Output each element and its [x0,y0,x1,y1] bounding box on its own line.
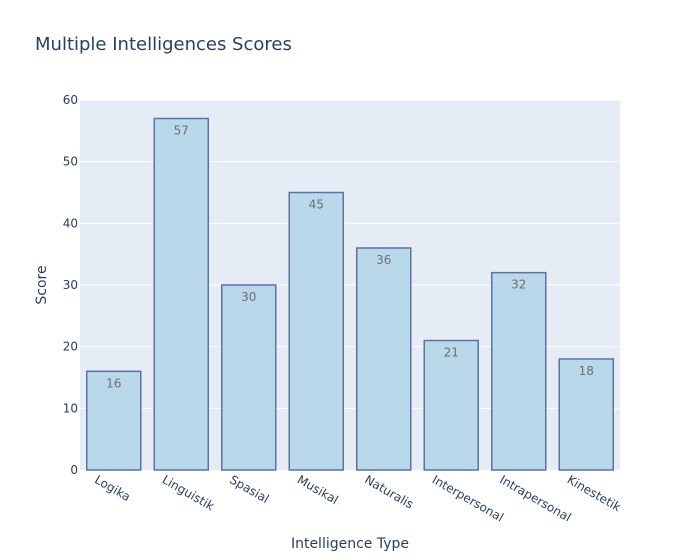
x-tick-label: Spasial [227,472,271,506]
x-tick-label: Musikal [295,472,341,507]
x-tick-label: Kinestetik [565,472,624,514]
y-tick-label: 20 [63,340,78,354]
y-tick-label: 30 [63,278,78,292]
bar-linguistik [153,117,209,471]
bar-musikal [288,191,344,471]
y-tick-label: 40 [63,216,78,230]
bar-value-label: 57 [174,124,189,138]
bar-value-label: 36 [376,253,391,267]
bar-value-label: 21 [444,346,459,360]
bar-value-label: 45 [309,198,324,212]
y-axis-ticks: 0 10 20 30 40 50 60 [63,93,78,477]
bar-intrapersonal [491,271,547,471]
y-tick-label: 10 [63,401,78,415]
bar-logika [86,370,142,471]
bar-kinestetik [558,358,614,471]
x-tick-label: Logika [92,472,133,504]
bar-value-label: 16 [106,376,121,390]
y-tick-label: 50 [63,155,78,169]
y-axis-title: Score [34,265,50,304]
bar-value-label: 30 [241,290,256,304]
bars: 16 57 30 45 36 21 32 18 [86,117,614,471]
y-tick-label: 0 [70,463,78,477]
bar-value-label: 18 [579,364,594,378]
bar-interpersonal [423,339,479,471]
bar-value-label: 32 [511,278,526,292]
x-tick-label: Naturalis [362,472,416,511]
x-axis-title: Intelligence Type [291,536,409,552]
bar-spasial [221,284,277,471]
x-tick-label: Interpersonal [430,472,506,524]
y-tick-label: 60 [63,93,78,107]
x-tick-label: Intrapersonal [497,472,573,524]
bar-naturalis [356,247,412,471]
x-tick-label: Linguistik [160,472,217,513]
x-axis-ticks: Logika Linguistik Spasial Musikal Naturalis I… [92,472,623,524]
chart-title: Multiple Intelligences Scores [35,34,292,55]
